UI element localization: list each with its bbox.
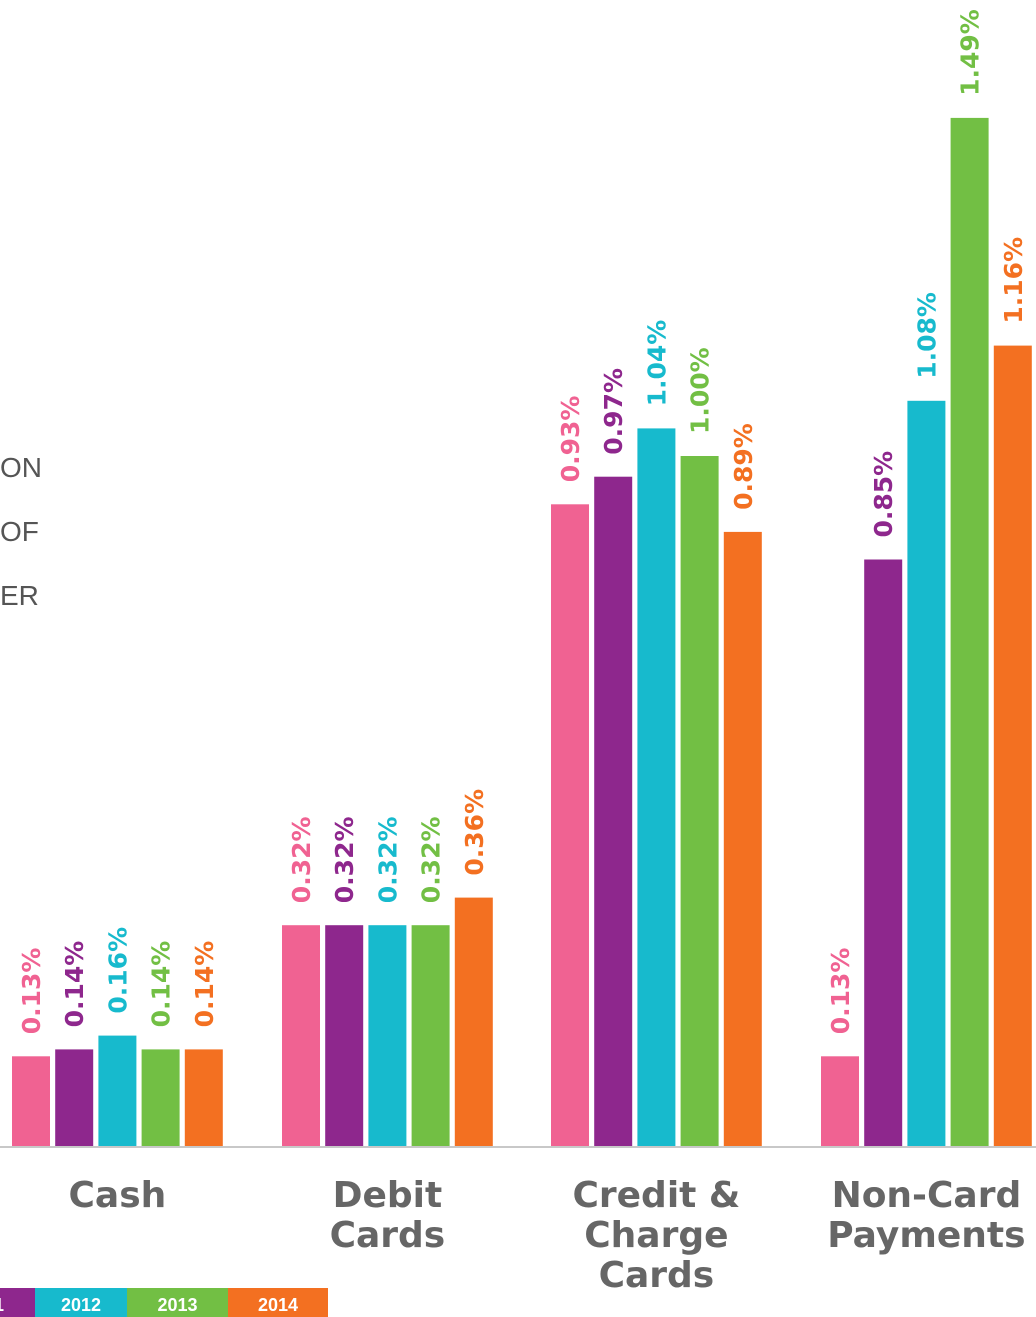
bar-2-1 bbox=[55, 1049, 94, 1146]
legend-swatch-3 bbox=[35, 1288, 127, 1317]
bar-1-4 bbox=[821, 1056, 859, 1146]
value-label-3-2: 0.32% bbox=[373, 816, 402, 903]
bar-4-2 bbox=[411, 925, 450, 1146]
bar-4-4 bbox=[950, 117, 989, 1146]
value-label-4-3: 1.00% bbox=[686, 347, 715, 434]
value-label-4-2: 0.32% bbox=[417, 816, 446, 903]
value-label-3-4: 1.08% bbox=[912, 292, 941, 379]
value-label-3-3: 1.04% bbox=[642, 320, 671, 407]
bar-1-2 bbox=[282, 925, 320, 1146]
bar-3-2 bbox=[368, 925, 407, 1146]
value-label-2-1: 0.14% bbox=[60, 941, 89, 1028]
value-label-5-4: 1.16% bbox=[999, 237, 1028, 324]
value-label-1-4: 0.13% bbox=[826, 948, 855, 1035]
legend-swatch-5 bbox=[228, 1288, 328, 1317]
category-label-2: Debit Cards bbox=[330, 1175, 446, 1256]
value-label-3-1: 0.16% bbox=[103, 927, 132, 1014]
bar-3-4 bbox=[907, 400, 946, 1146]
category-label-3: Credit & Charge Cards bbox=[572, 1175, 740, 1296]
bar-4-1 bbox=[141, 1049, 180, 1146]
bar-2-3 bbox=[594, 476, 633, 1146]
legend-label-4: 2013 bbox=[157, 1295, 197, 1315]
bar-4-3 bbox=[680, 456, 719, 1146]
bar-2-4 bbox=[864, 559, 903, 1146]
bar-3-1 bbox=[98, 1035, 137, 1146]
side-text-line-1: ON bbox=[0, 452, 42, 483]
legend-label-3: 2012 bbox=[61, 1295, 101, 1315]
value-label-2-2: 0.32% bbox=[330, 816, 359, 903]
bar-5-2 bbox=[454, 897, 493, 1146]
category-label-4: Non-Card Payments bbox=[827, 1175, 1025, 1256]
legend-swatch-2 bbox=[0, 1288, 35, 1317]
legend-swatch-4 bbox=[127, 1288, 228, 1317]
value-label-1-2: 0.32% bbox=[287, 816, 316, 903]
side-text-line-3: ER bbox=[0, 580, 39, 611]
bar-1-3 bbox=[551, 504, 589, 1146]
value-label-4-1: 0.14% bbox=[147, 941, 176, 1028]
side-text-line-2: OF bbox=[0, 516, 39, 547]
legend-label-5: 2014 bbox=[258, 1295, 298, 1315]
value-label-5-2: 0.36% bbox=[460, 789, 489, 876]
bar-5-4 bbox=[993, 345, 1032, 1147]
category-label-1: Cash bbox=[69, 1175, 167, 1216]
bar-1-1 bbox=[12, 1056, 50, 1146]
bar-2-2 bbox=[325, 925, 364, 1146]
value-label-2-4: 0.85% bbox=[869, 451, 898, 538]
value-label-4-4: 1.49% bbox=[956, 9, 985, 96]
bar-5-1 bbox=[184, 1049, 223, 1146]
bar-3-3 bbox=[637, 428, 676, 1146]
value-label-2-3: 0.97% bbox=[599, 368, 628, 455]
value-label-5-1: 0.14% bbox=[190, 941, 219, 1028]
value-label-1-3: 0.93% bbox=[556, 396, 585, 483]
legend-label-2: 1 bbox=[0, 1295, 4, 1315]
value-label-5-3: 0.89% bbox=[729, 423, 758, 510]
value-label-1-1: 0.13% bbox=[17, 948, 46, 1035]
bar-5-3 bbox=[723, 531, 762, 1146]
